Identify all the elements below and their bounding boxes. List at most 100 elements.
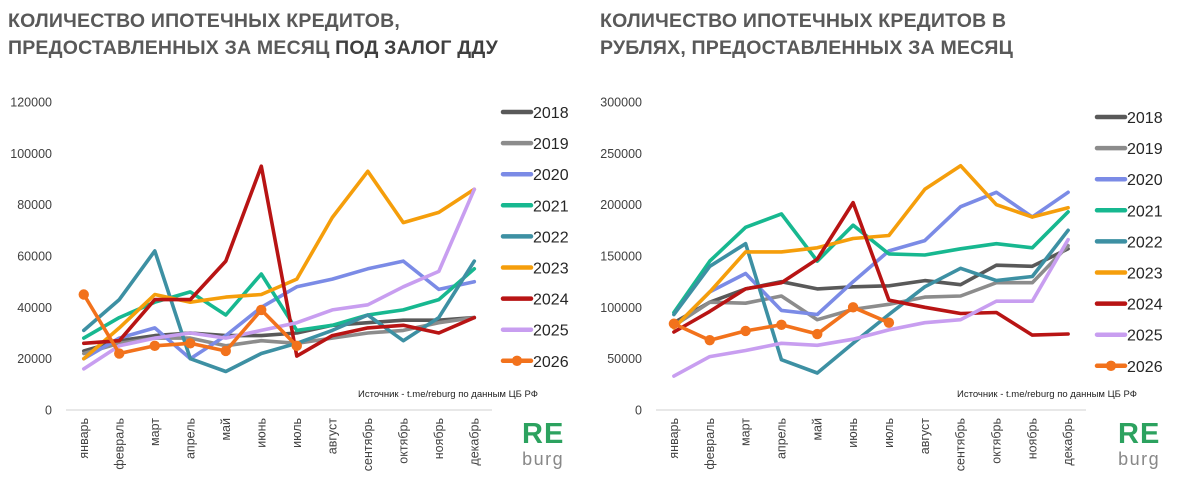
legend-label-2026: 2026 xyxy=(1127,359,1163,376)
chart-title-rub: КОЛИЧЕСТВО ИПОТЕЧНЫХ КРЕДИТОВ В РУБЛЯХ, … xyxy=(600,8,1013,62)
series-point-2026 xyxy=(220,345,231,357)
x-tick-label: май xyxy=(810,418,824,441)
x-tick-label: январь xyxy=(667,418,681,459)
chart-title-line2: РУБЛЯХ, ПРЕДОСТАВЛЕННЫХ ЗА МЕСЯЦ xyxy=(600,35,1013,62)
legend-marker-2026 xyxy=(1105,360,1117,371)
y-tick-label: 150000 xyxy=(600,250,642,264)
x-tick-label: октябрь xyxy=(396,418,410,464)
y-tick-label: 20000 xyxy=(17,352,52,366)
series-line-2021 xyxy=(672,210,1070,315)
x-tick-label: июнь xyxy=(846,418,860,448)
chart-panel-rub: 0 50000 100000 150000 200000 250000 300000 янва… xyxy=(590,0,1180,486)
series-point-2026 xyxy=(291,340,302,352)
chart-title-line2-plain: РУБЛЯХ, ПРЕДОСТАВЛЕННЫХ ЗА МЕСЯЦ xyxy=(600,37,1014,59)
x-tick-label: сентябрь xyxy=(361,418,375,471)
x-tick-label: апрель xyxy=(183,418,197,459)
series-point-2026 xyxy=(776,319,787,330)
chart-title-line1: КОЛИЧЕСТВО ИПОТЕЧНЫХ КРЕДИТОВ В xyxy=(600,10,1007,32)
series-point-2026 xyxy=(256,304,267,316)
x-tick-label: август xyxy=(918,418,932,455)
chart-title-line2: ПРЕДОСТАВЛЕННЫХ ЗА МЕСЯЦ ПОД ЗАЛОГ ДДУ xyxy=(8,35,498,62)
legend-label-2025: 2025 xyxy=(1127,328,1163,345)
chart-title-line1: КОЛИЧЕСТВО ИПОТЕЧНЫХ КРЕДИТОВ, xyxy=(8,10,401,32)
chart-ddu: 0 20000 40000 60000 80000 100000 120000 январь ф… xyxy=(10,96,569,472)
y-tick-label: 40000 xyxy=(17,301,52,315)
reburg-logo: RE burg xyxy=(522,418,565,469)
series-line-2024 xyxy=(672,200,1070,337)
y-tick-label: 300000 xyxy=(600,96,642,110)
y-tick-label: 80000 xyxy=(17,198,52,212)
legend-label-2018: 2018 xyxy=(533,105,569,122)
y-tick-label: 60000 xyxy=(17,250,52,264)
x-tick-label: декабрь xyxy=(467,418,481,466)
series-line-2023 xyxy=(672,163,1070,330)
y-axis: 0 20000 40000 60000 80000 100000 120000 xyxy=(10,96,52,418)
series-line-2022 xyxy=(672,228,1070,375)
x-axis: январь февраль март апрель май июнь июль август… xyxy=(667,418,1075,472)
series-point-2026 xyxy=(114,348,125,359)
series-point-2026 xyxy=(78,289,89,300)
series-point-2026 xyxy=(812,328,823,340)
series-line-2022 xyxy=(82,249,477,374)
x-axis: январь февраль март апрель май июнь июль август… xyxy=(77,418,482,472)
x-tick-label: июль xyxy=(882,418,896,448)
legend-label-2020: 2020 xyxy=(533,167,569,184)
series-point-2026 xyxy=(883,317,895,328)
y-tick-label: 250000 xyxy=(600,147,642,161)
x-tick-label: февраль xyxy=(703,418,717,470)
y-tick-label: 50000 xyxy=(607,352,642,366)
x-tick-label: ноябрь xyxy=(1025,418,1039,459)
y-axis: 0 50000 100000 150000 200000 250000 300000 xyxy=(600,96,642,418)
legend-label-2021: 2021 xyxy=(1127,203,1163,220)
x-tick-label: ноябрь xyxy=(432,418,446,459)
x-tick-label: март xyxy=(148,418,162,446)
series-point-2026 xyxy=(668,318,680,329)
series-line-2025 xyxy=(672,237,1070,378)
y-tick-label: 120000 xyxy=(10,96,52,110)
series-line-2018 xyxy=(672,247,1070,325)
legend-label-2022: 2022 xyxy=(1127,234,1163,251)
legend-label-2019: 2019 xyxy=(533,136,569,153)
y-tick-label: 200000 xyxy=(600,198,642,212)
legend: 2018 2019 2020 2021 2022 2023 2024 2025 2026 xyxy=(1094,110,1163,376)
legend-marker-2026 xyxy=(511,355,523,366)
series-point-2026 xyxy=(740,325,751,337)
series-line-2020 xyxy=(672,190,1070,330)
x-tick-label: март xyxy=(739,418,753,446)
legend-label-2024: 2024 xyxy=(533,292,569,309)
chart-panel-ddu: 0 20000 40000 60000 80000 100000 120000 январь ф… xyxy=(8,8,569,472)
legend-label-2023: 2023 xyxy=(533,261,569,278)
chart-rub: 0 50000 100000 150000 200000 250000 300000 янва… xyxy=(600,96,1163,472)
series-line-2018 xyxy=(82,315,477,353)
chart-title-ddu: КОЛИЧЕСТВО ИПОТЕЧНЫХ КРЕДИТОВ, ПРЕДОСТАВ… xyxy=(8,8,498,62)
legend-label-2024: 2024 xyxy=(1127,297,1163,314)
series-point-2026 xyxy=(185,338,196,349)
legend: 2018 2019 2020 2021 2022 2023 2024 2025 2026 xyxy=(500,105,569,371)
legend-label-2021: 2021 xyxy=(533,198,569,215)
legend-label-2026: 2026 xyxy=(533,354,569,371)
x-tick-label: сентябрь xyxy=(954,418,968,471)
series-point-2026 xyxy=(149,340,160,352)
legend-label-2023: 2023 xyxy=(1127,266,1163,283)
y-tick-label: 100000 xyxy=(10,147,52,161)
series-line-2020 xyxy=(82,259,477,361)
series-lines xyxy=(78,164,477,374)
y-tick-label: 0 xyxy=(45,404,52,418)
x-tick-label: июль xyxy=(290,418,304,448)
logo-re: RE xyxy=(522,418,565,450)
x-tick-label: январь xyxy=(77,418,91,459)
series-line-2023 xyxy=(82,169,477,361)
legend-label-2019: 2019 xyxy=(1127,141,1163,158)
legend-label-2020: 2020 xyxy=(1127,172,1163,189)
legend-label-2025: 2025 xyxy=(533,323,569,340)
legend-label-2018: 2018 xyxy=(1127,110,1163,127)
series-point-2026 xyxy=(704,334,715,346)
x-tick-label: июнь xyxy=(254,418,268,448)
source-note: Источник - t.me/reburg по данным ЦБ РФ xyxy=(358,389,538,400)
legend-label-2022: 2022 xyxy=(533,229,569,246)
x-tick-label: август xyxy=(325,418,339,455)
chart-title-line2-plain: ПРЕДОСТАВЛЕННЫХ ЗА МЕСЯЦ xyxy=(8,37,336,59)
x-tick-label: февраль xyxy=(112,418,126,470)
series-lines xyxy=(668,163,1070,378)
x-tick-label: май xyxy=(219,418,233,441)
